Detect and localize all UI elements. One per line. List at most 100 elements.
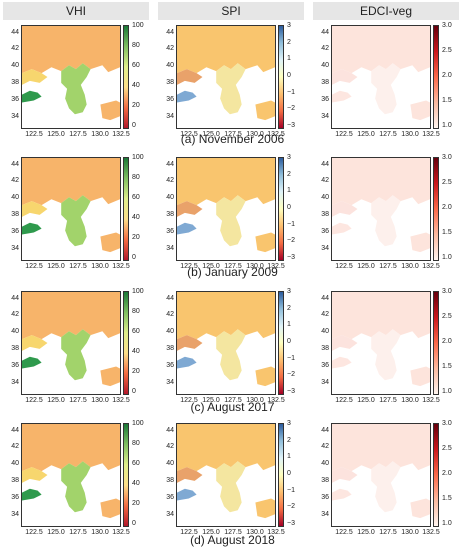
land-region [22, 467, 48, 483]
x-tick-label: 132.5 [112, 397, 130, 404]
map-frame [21, 291, 121, 395]
colorbar-tick-label: 0 [287, 72, 291, 79]
colorbar-tick-label: 1 [287, 453, 291, 461]
land-region [255, 366, 275, 387]
x-tick-label: 122.5 [335, 397, 353, 404]
colorbar-tick-label: −3 [287, 254, 295, 261]
x-tick-label: 132.5 [422, 131, 440, 138]
colorbar-spi [278, 291, 284, 395]
y-tick-label: 44 [11, 161, 19, 168]
colorbar-tick-label: 1.5 [442, 97, 452, 104]
x-tick-label: 125.0 [202, 397, 220, 404]
colorbar-edci-veg [433, 423, 439, 527]
y-tick-label: 44 [11, 29, 19, 36]
col-header-spi: SPI [158, 2, 304, 20]
colorbar-tick-label: −2 [287, 503, 295, 511]
y-tick-label: 42 [11, 45, 19, 52]
map-panel-vhi-4: 44 42 40 38 36 34 122.5 125.0 127.5 130.0 132.5 100… [3, 420, 151, 546]
y-tick-label: 34 [11, 379, 19, 386]
y-tick-label: 40 [11, 194, 19, 201]
y-tick-label: 38 [11, 79, 19, 86]
colorbar-tick-label: 20 [132, 102, 140, 109]
x-tick-label: 132.5 [112, 263, 130, 270]
y-tick-label: 44 [11, 295, 19, 302]
y-tick-label: 42 [321, 45, 329, 52]
land-region [332, 26, 430, 74]
y-tick-label: 38 [166, 477, 174, 484]
y-tick-label: 42 [11, 443, 19, 450]
y-tick-label: 34 [11, 113, 19, 120]
land-region [332, 158, 430, 206]
colorbar-tick-label: 2.0 [442, 72, 452, 79]
y-tick-label: 34 [11, 245, 19, 252]
land-region [410, 232, 430, 253]
land-region [100, 232, 120, 253]
y-tick-label: 34 [11, 511, 19, 518]
colorbar-tick-label: 1.5 [442, 363, 452, 370]
colorbar-tick-label: 3 [287, 420, 291, 427]
x-tick-label: 130.0 [246, 397, 264, 404]
y-tick-label: 42 [166, 443, 174, 450]
colorbar-vhi [123, 157, 129, 261]
y-tick-label: 36 [11, 362, 19, 369]
x-tick-label: 130.0 [246, 263, 264, 270]
x-tick-label: 127.5 [69, 263, 87, 270]
x-tick-label: 125.0 [357, 131, 375, 138]
x-tick-label: 132.5 [267, 263, 285, 270]
land-region [371, 63, 401, 115]
x-tick-label: 125.0 [202, 529, 220, 536]
y-tick-label: 42 [166, 311, 174, 318]
land-region [410, 498, 430, 519]
colorbar-tick-label: 2 [287, 304, 291, 312]
map-frame [331, 291, 431, 395]
land-region [371, 329, 401, 381]
col-header-edci: EDCI-veg [313, 2, 459, 20]
map-panel-edci-veg-3: 44 42 40 38 36 34 122.5 125.0 127.5 130.0 132.5 3.0… [313, 288, 461, 414]
x-tick-label: 125.0 [47, 263, 65, 270]
colorbar-tick-label: 3 [287, 288, 291, 295]
land-region [332, 69, 358, 85]
colorbar-tick-label: 100 [132, 420, 144, 427]
x-tick-label: 125.0 [202, 263, 220, 270]
land-region [61, 329, 91, 381]
map-panel-edci-veg-1: 44 42 40 38 36 34 122.5 125.0 127.5 130.0 132.5 3.0… [313, 22, 461, 148]
colorbar-tick-label: 3.0 [442, 420, 452, 427]
x-tick-label: 132.5 [267, 131, 285, 138]
colorbar-tick-label: 2.5 [442, 179, 452, 186]
x-tick-label: 127.5 [379, 529, 397, 536]
colorbar-tick-label: 100 [132, 154, 144, 161]
land-region [371, 195, 401, 247]
land-region [177, 158, 275, 206]
x-tick-label: 122.5 [335, 131, 353, 138]
colorbar-tick-label: 20 [132, 368, 140, 375]
land-region [22, 158, 120, 206]
map-panel-edci-veg-4: 44 42 40 38 36 34 122.5 125.0 127.5 130.0 132.5 3.0… [313, 420, 461, 546]
colorbar-tick-label: 80 [132, 440, 140, 447]
colorbar-spi [278, 25, 284, 129]
land-region [22, 488, 42, 501]
land-region [332, 467, 358, 483]
colorbar-tick-label: 3 [287, 22, 291, 29]
col-header-vhi: VHI [3, 2, 149, 20]
land-region [332, 424, 430, 472]
land-region [216, 329, 246, 381]
y-tick-label: 40 [321, 62, 329, 69]
x-tick-label: 122.5 [25, 397, 43, 404]
colorbar-tick-label: 60 [132, 194, 140, 201]
colorbar-tick-label: 0 [132, 254, 136, 261]
y-tick-label: 44 [166, 161, 174, 168]
land-region [332, 488, 352, 501]
y-tick-label: 42 [166, 177, 174, 184]
y-tick-label: 36 [166, 494, 174, 501]
colorbar-tick-label: 2.5 [442, 313, 452, 320]
y-tick-label: 40 [11, 328, 19, 335]
colorbar-edci-veg [433, 157, 439, 261]
colorbar-tick-label: 3.0 [442, 288, 452, 295]
colorbar-tick-label: 2.0 [442, 204, 452, 211]
x-tick-label: 125.0 [357, 397, 375, 404]
colorbar-vhi [123, 423, 129, 527]
land-region [177, 467, 203, 483]
y-tick-label: 42 [321, 443, 329, 450]
y-tick-label: 40 [166, 328, 174, 335]
colorbar-spi [278, 423, 284, 527]
